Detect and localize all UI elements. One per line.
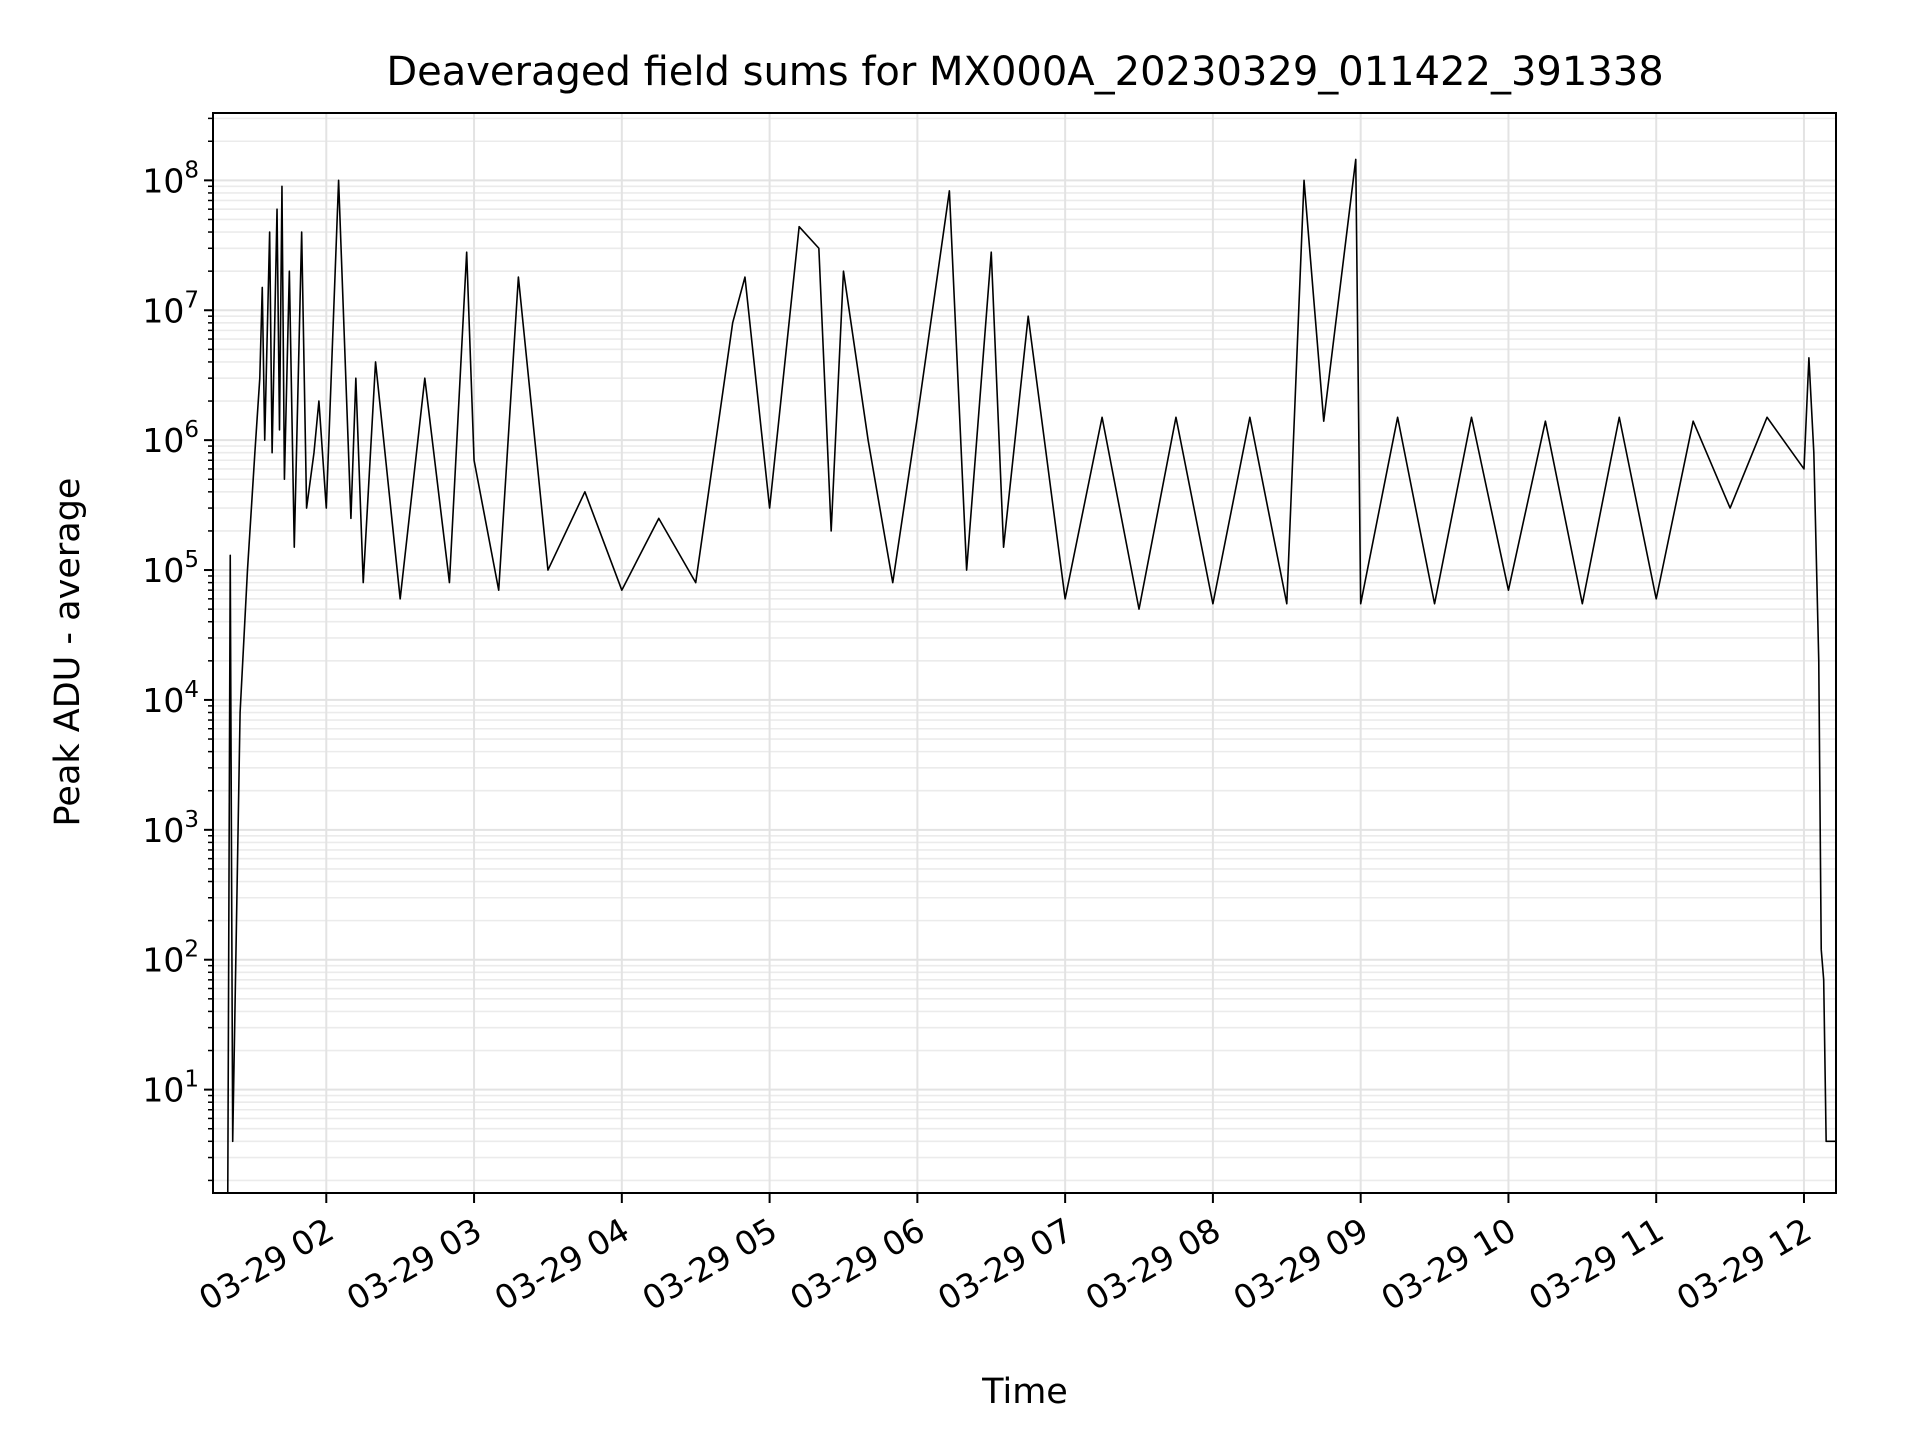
y-axis: 101 102 103 104 105 106 107 108: [142, 117, 213, 1182]
y-tick-label: 103: [142, 807, 199, 850]
y-tick-label: 106: [142, 417, 199, 460]
chart-title: Deaveraged field sums for MX000A_2023032…: [386, 49, 1663, 95]
series-line: [226, 158, 1836, 1194]
y-tick-label: 101: [142, 1067, 199, 1110]
plot-frame: [212, 112, 1837, 1194]
y-tick-label: 104: [142, 677, 199, 720]
line-layer: [226, 158, 1836, 1194]
x-axis-label: Time: [981, 1372, 1068, 1412]
y-tick-label: 102: [142, 937, 199, 980]
y-tick-label: 107: [142, 287, 199, 330]
grid: [213, 113, 1836, 1193]
y-tick-label: 108: [142, 157, 199, 200]
y-tick-label: 105: [142, 547, 199, 590]
y-axis-label: Peak ADU - average: [48, 478, 88, 827]
